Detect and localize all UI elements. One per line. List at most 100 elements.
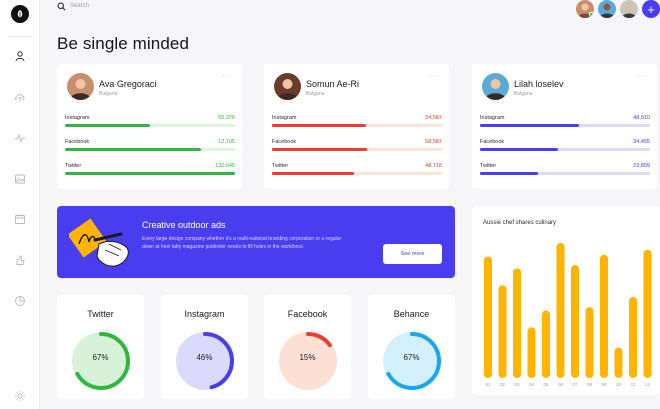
donut-title: Behance xyxy=(393,309,430,319)
progress-fill xyxy=(65,148,201,151)
search-bar[interactable]: Search xyxy=(57,0,89,12)
progress-fill xyxy=(65,172,235,175)
x-tick-label: 03 xyxy=(514,382,520,387)
person-avatar-icon xyxy=(67,73,94,100)
chart-bar xyxy=(585,307,594,378)
chart-bar xyxy=(542,310,550,378)
profile-name: Lilah loselev xyxy=(514,79,564,89)
metric-label: Twitter xyxy=(272,163,289,169)
search-input[interactable]: Search xyxy=(70,3,90,9)
more-options-icon[interactable]: ... xyxy=(429,69,439,78)
donut-background xyxy=(176,332,234,390)
person-avatar-icon xyxy=(578,3,592,18)
sidebar xyxy=(0,0,40,409)
progress-track xyxy=(480,124,650,127)
progress-track xyxy=(480,172,650,175)
avatar[interactable] xyxy=(482,73,509,100)
sidebar-item-gallery[interactable] xyxy=(12,171,28,187)
more-options-icon[interactable]: ... xyxy=(637,69,647,78)
calendar-icon xyxy=(15,214,25,224)
chart-bar xyxy=(571,264,579,378)
person-avatar-icon xyxy=(482,73,509,100)
progress-track xyxy=(65,172,235,175)
progress-track xyxy=(272,148,442,151)
logo[interactable] xyxy=(11,5,29,23)
x-tick-label: 01 xyxy=(485,382,491,387)
sidebar-item-likes[interactable] xyxy=(12,252,28,268)
metric-label: Instagram xyxy=(65,115,90,121)
chart-bar xyxy=(484,256,492,378)
sidebar-item-profile[interactable] xyxy=(12,48,28,64)
avatar[interactable] xyxy=(620,0,638,18)
donut-chart xyxy=(383,332,441,390)
metric-row: Instagram 34,587 xyxy=(272,115,442,129)
metric-value: 48,910 xyxy=(633,115,650,121)
person-avatar-icon xyxy=(600,3,614,18)
x-tick-label: 11 xyxy=(631,382,636,387)
metric-label: Instagram xyxy=(272,115,297,121)
donut-chart xyxy=(176,332,234,390)
donut-title: Facebook xyxy=(287,309,328,319)
sidebar-item-activity[interactable] xyxy=(12,130,28,146)
metric-label: Twitter xyxy=(480,163,497,169)
metric-label: Instagram xyxy=(480,115,505,121)
sidebar-item-settings[interactable] xyxy=(12,388,28,404)
avatar[interactable] xyxy=(576,0,594,18)
profile-name: Somun Ae-Ri xyxy=(306,79,360,89)
metric-row: Facebook 34,455 xyxy=(480,139,650,153)
chart-bar xyxy=(600,254,608,378)
cloud-upload-icon xyxy=(15,94,25,101)
gear-icon xyxy=(15,391,25,401)
sidebar-item-reports[interactable] xyxy=(12,293,28,309)
image-icon xyxy=(15,174,25,184)
x-tick-label: 06 xyxy=(558,382,564,387)
progress-fill xyxy=(65,124,150,127)
sidebar-item-calendar[interactable] xyxy=(12,211,28,227)
leaf-icon xyxy=(17,10,23,18)
donut-percent: 67% xyxy=(403,353,420,362)
profile-card: Lilah loselev Bulgaria... Instagram 48,910 F… xyxy=(472,64,657,189)
donut-percent: 67% xyxy=(92,353,109,362)
donut-progress-arc xyxy=(279,332,337,390)
donut-background xyxy=(279,332,337,390)
more-options-icon[interactable]: ... xyxy=(222,69,232,78)
chart-bar xyxy=(498,285,507,378)
metric-value: 34,587 xyxy=(425,115,442,121)
see-more-button[interactable]: See more xyxy=(383,244,442,264)
progress-track xyxy=(65,148,235,151)
person-avatar-icon xyxy=(274,73,301,100)
donut-percent: 15% xyxy=(299,353,316,362)
progress-fill xyxy=(480,172,538,175)
x-tick-label: 12 xyxy=(645,382,651,387)
add-button[interactable]: + xyxy=(642,0,660,18)
avatar[interactable] xyxy=(67,73,94,100)
sidebar-item-upload[interactable] xyxy=(12,89,28,105)
x-tick-label: 09 xyxy=(601,382,607,387)
metric-row: Twitter 132,645 xyxy=(65,163,235,177)
profile-country: Bulgaria xyxy=(306,91,325,97)
activity-icon xyxy=(15,133,25,144)
promo-banner: Creative outdoor ads Every large design … xyxy=(57,206,455,278)
donut-card: Facebook 15% xyxy=(264,295,351,399)
metric-value: 48,718 xyxy=(425,163,442,169)
metric-value: 58,587 xyxy=(425,139,442,145)
donut-background xyxy=(383,332,441,390)
avatar[interactable] xyxy=(598,0,616,18)
metric-value: 12,105 xyxy=(218,139,235,145)
progress-fill xyxy=(480,124,579,127)
profile-card: Ava Gregoraci Bulgaria... Instagram 65,376 F… xyxy=(57,64,242,189)
banner-text: Every large design company whether it's … xyxy=(142,236,342,250)
metric-label: Facebook xyxy=(480,139,505,145)
progress-fill xyxy=(272,172,354,175)
donut-title: Instagram xyxy=(184,309,225,319)
metric-value: 65,376 xyxy=(218,115,235,121)
chart-bar xyxy=(527,327,536,378)
user-icon xyxy=(15,51,25,62)
donut-progress-arc xyxy=(383,332,441,390)
x-tick-label: 02 xyxy=(500,382,506,387)
avatar[interactable] xyxy=(274,73,301,100)
metric-row: Instagram 65,376 xyxy=(65,115,235,129)
metric-row: Twitter 48,718 xyxy=(272,163,442,177)
page-title: Be single minded xyxy=(57,34,190,53)
metric-row: Instagram 48,910 xyxy=(480,115,650,129)
